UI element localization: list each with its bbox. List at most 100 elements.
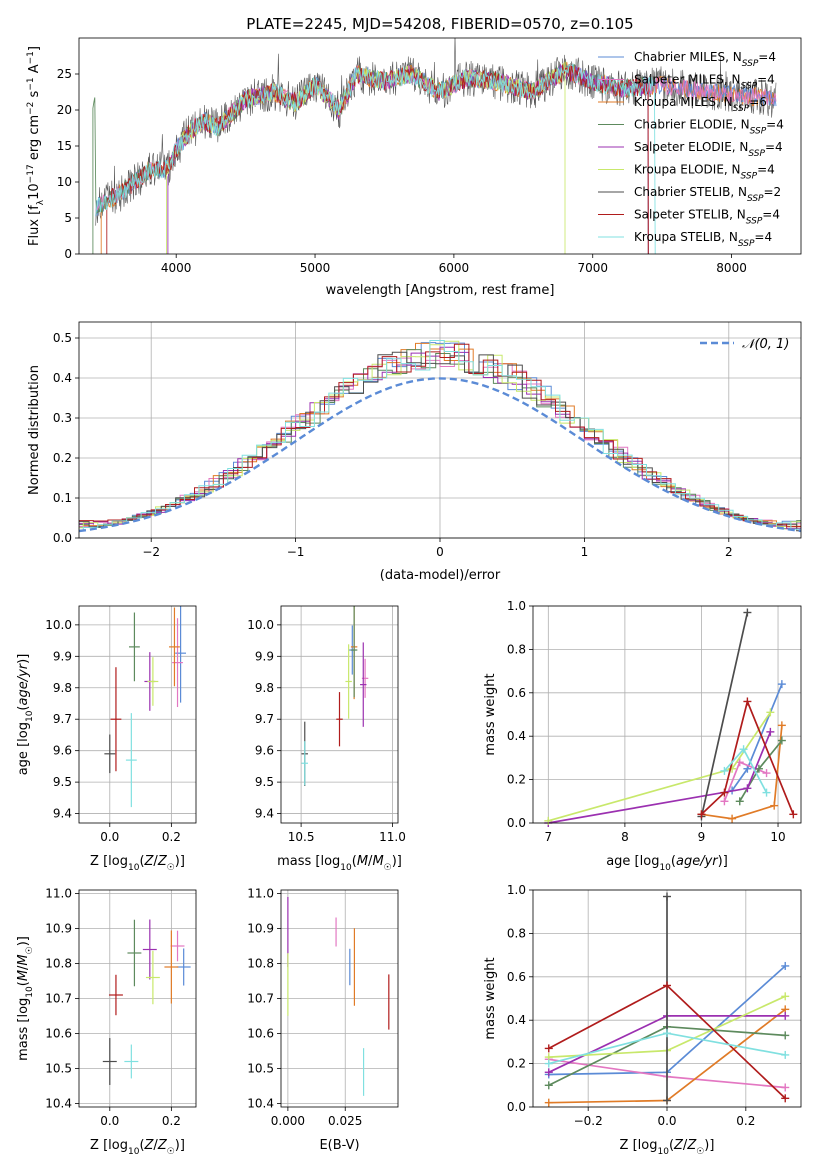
x-axis-label: (data-model)/error <box>380 568 501 583</box>
axes-mass_vs_Z <box>75 890 196 1111</box>
x-tick-label: 5000 <box>300 261 331 275</box>
y-tick-label: 0.8 <box>507 926 526 940</box>
y-tick-label: 9.5 <box>53 775 72 789</box>
y-tick-label: 10.8 <box>247 957 274 971</box>
y-axis-label: Flux [fλ10−17 erg cm−2 s−1 A−1] <box>26 46 46 246</box>
y-tick-label: 0.6 <box>507 970 526 984</box>
y-axis-label: Normed distribution <box>27 365 42 495</box>
legend-label-normal: 𝒩(0, 1) <box>742 337 789 352</box>
x-tick-label: 0.0 <box>100 1114 119 1128</box>
series-line-kroupa_miles <box>701 725 783 820</box>
y-tick-label: 11.0 <box>247 887 274 901</box>
y-tick-label: 9.9 <box>53 649 72 663</box>
y-tick-label: 0.4 <box>507 729 526 743</box>
axes-age_vs_mass <box>277 606 398 827</box>
y-tick-label: 10.0 <box>45 618 72 632</box>
y-axis-label: mass [log10(M/M☉)] <box>16 936 35 1061</box>
y-tick-label: 20 <box>57 103 72 117</box>
y-tick-label: 0.2 <box>507 773 526 787</box>
x-tick-label: 0.0 <box>100 830 119 844</box>
legend-label-chabrier_stelib: Chabrier STELIB, NSSP=2 <box>634 185 781 204</box>
y-tick-label: 15 <box>57 139 72 153</box>
x-axis-label: E(B-V) <box>319 1138 359 1153</box>
y-tick-label: 9.6 <box>255 744 274 758</box>
y-axis-label: age [log10(age/yr)] <box>16 654 35 776</box>
y-tick-label: 9.8 <box>255 681 274 695</box>
x-tick-label: 6000 <box>439 261 470 275</box>
legend-label-chabrier_elodie: Chabrier ELODIE, NSSP=4 <box>634 118 784 137</box>
x-axis-label: Z [log10(Z/Z☉)] <box>90 854 185 873</box>
axes-frame-mass_vs_ebv <box>280 889 399 1108</box>
axes-mass_weight_vs_Z <box>529 889 801 1111</box>
histogram-kroupa_stelib <box>79 340 801 532</box>
x-tick-label: 8 <box>621 830 629 844</box>
legend-label-kroupa_stelib: Kroupa STELIB, NSSP=4 <box>634 230 772 249</box>
axes-spectrum <box>75 73 732 258</box>
y-tick-label: 0.0 <box>53 531 72 545</box>
y-tick-label: 0.8 <box>507 642 526 656</box>
x-tick-label: 4000 <box>161 261 192 275</box>
x-tick-label: 11.0 <box>379 830 406 844</box>
x-tick-label: 1 <box>581 545 589 559</box>
legend-label-kroupa_miles: Kroupa MILES, NSSP=6 <box>634 95 767 114</box>
y-tick-label: 10.9 <box>247 922 274 936</box>
axes-mass_vs_ebv <box>277 890 398 1111</box>
y-tick-label: 9.8 <box>53 681 72 695</box>
y-tick-label: 1.0 <box>507 883 526 897</box>
x-tick-label: −1 <box>287 545 305 559</box>
y-tick-label: 0.5 <box>53 331 72 345</box>
y-tick-label: 10.7 <box>45 992 72 1006</box>
y-tick-label: 10.9 <box>45 922 72 936</box>
x-axis-label: wavelength [Angstrom, rest frame] <box>326 283 555 298</box>
series-line-salpeter_elodie <box>167 63 649 254</box>
series-line-chabrier_stelib <box>700 612 749 817</box>
x-tick-label: 0.0 <box>657 1114 676 1128</box>
y-tick-label: 9.7 <box>255 712 274 726</box>
axes-age_vs_Z <box>75 606 196 827</box>
y-axis-label: mass weight <box>483 673 498 755</box>
y-tick-label: 0.3 <box>53 411 72 425</box>
y-tick-label: 9.5 <box>255 775 274 789</box>
y-tick-label: 11.0 <box>45 887 72 901</box>
x-tick-label: 10.5 <box>288 830 315 844</box>
y-tick-label: 10.6 <box>247 1027 274 1041</box>
histogram-salpeter_stelib <box>79 343 801 528</box>
legend-label-salpeter_stelib: Salpeter STELIB, NSSP=4 <box>634 208 780 227</box>
y-tick-label: 0.1 <box>53 491 72 505</box>
y-tick-label: 0.6 <box>507 686 526 700</box>
x-tick-label: 0 <box>436 545 444 559</box>
x-tick-label: 0.2 <box>162 830 181 844</box>
y-tick-label: 10 <box>57 175 72 189</box>
y-tick-label: 9.4 <box>53 807 72 821</box>
x-axis-label: mass [log10(M/M☉)] <box>277 854 402 873</box>
histogram-chabrier_stelib <box>79 351 801 532</box>
legend-label-chabrier_miles: Chabrier MILES, NSSP=4 <box>634 50 776 69</box>
axes-residual_distribution <box>75 322 801 542</box>
y-tick-label: 1.0 <box>507 599 526 613</box>
axes-frame-residual <box>78 321 802 539</box>
axes-mass_weight_vs_age <box>529 605 801 827</box>
series-line-kroupa_elodie <box>548 711 772 822</box>
figure-title: PLATE=2245, MJD=54208, FIBERID=0570, z=0… <box>246 15 633 33</box>
axes-frame-spectrum <box>78 37 802 255</box>
y-tick-label: 0.4 <box>53 371 72 385</box>
axes-frame-age_vs_Z <box>78 605 197 824</box>
y-tick-label: 10.4 <box>45 1097 72 1111</box>
y-tick-label: 10.0 <box>247 618 274 632</box>
histogram-kroupa_miles <box>79 342 801 527</box>
y-tick-label: 9.4 <box>255 807 274 821</box>
series-line-kroupa_elodie <box>166 61 566 254</box>
y-tick-label: 10.6 <box>45 1027 72 1041</box>
x-axis-label: age [log10(age/yr)] <box>606 854 728 873</box>
y-tick-label: 10.7 <box>247 992 274 1006</box>
y-tick-label: 0.4 <box>507 1013 526 1027</box>
x-tick-label: 0.025 <box>328 1114 362 1128</box>
y-tick-label: 0.2 <box>53 451 72 465</box>
y-tick-label: 10.5 <box>247 1062 274 1076</box>
x-tick-label: −2 <box>142 545 160 559</box>
legend-label-salpeter_miles: Salpeter MILES, NSSP=4 <box>634 73 775 92</box>
y-tick-label: 10.8 <box>45 957 72 971</box>
axes-frame-mass_weight_vs_age <box>532 605 802 824</box>
x-axis-label: Z [log10(Z/Z☉)] <box>90 1138 185 1157</box>
